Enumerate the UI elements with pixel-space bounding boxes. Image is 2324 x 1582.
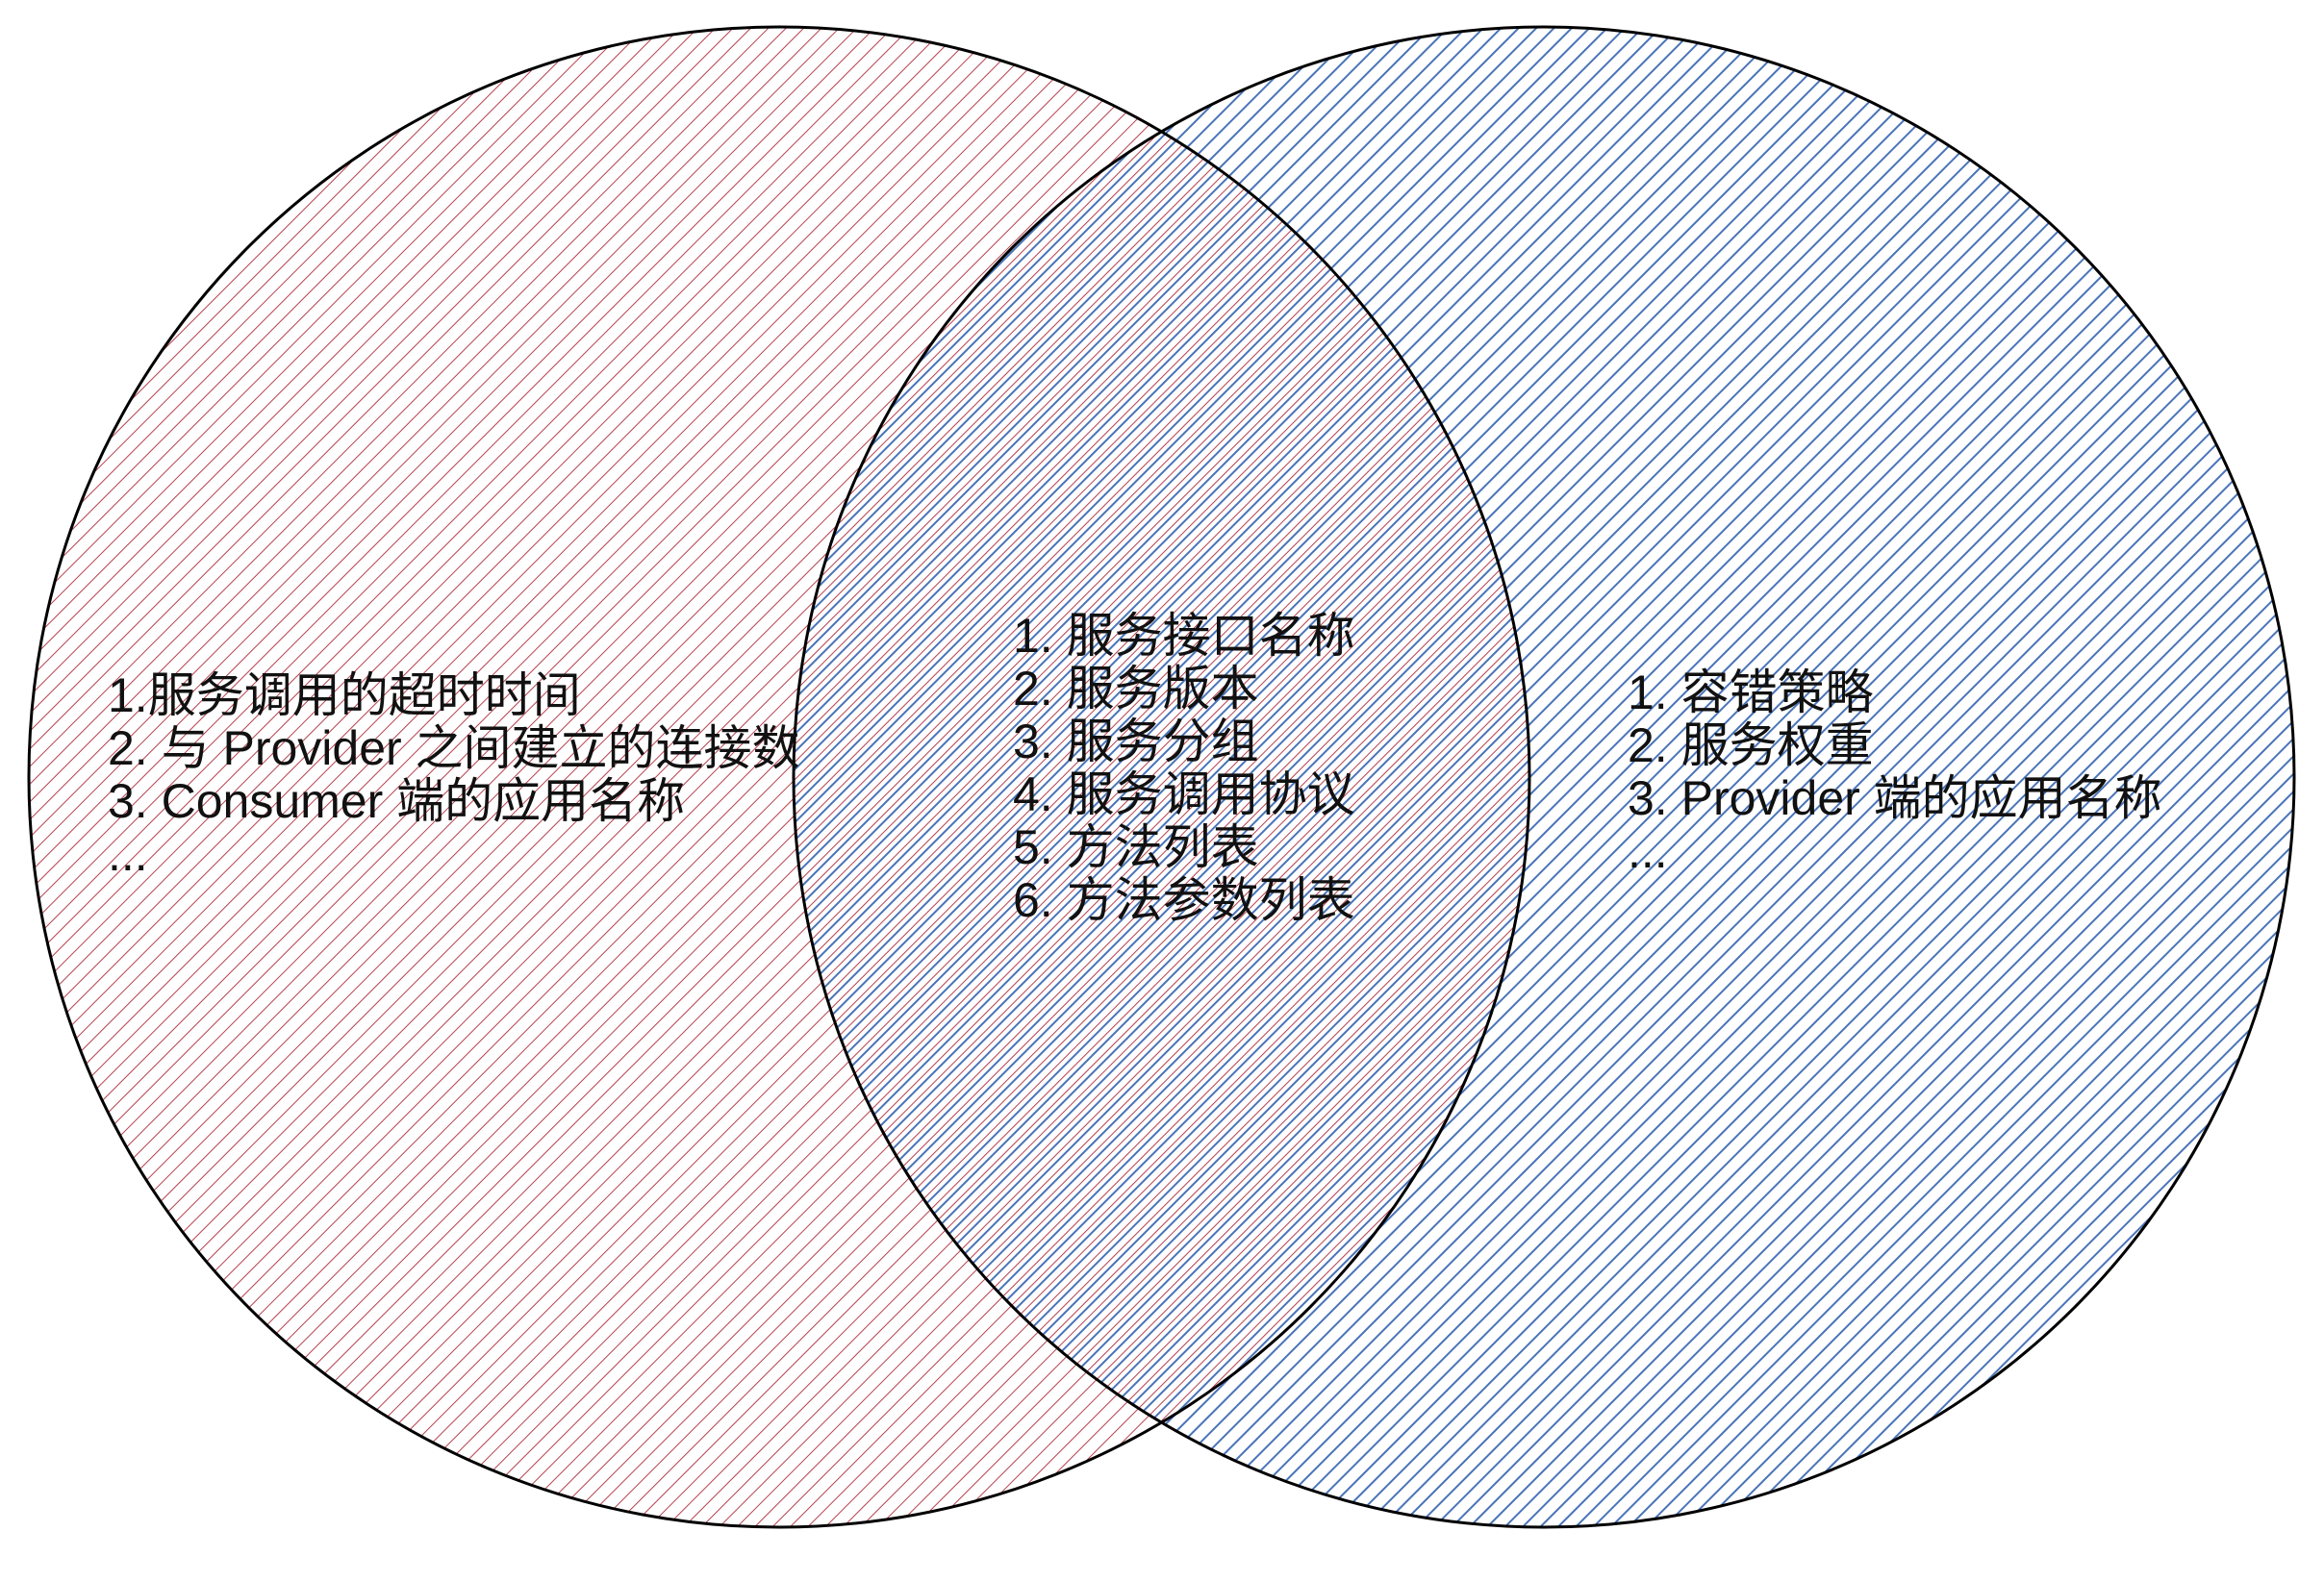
left-set-circle bbox=[27, 25, 1531, 1529]
right-set-item: ... bbox=[1628, 824, 1668, 878]
intersection-item: 6. 方法参数列表 bbox=[1013, 873, 1355, 927]
right-set-circle bbox=[792, 25, 2296, 1529]
intersection-item: 4. 服务调用协议 bbox=[1013, 767, 1355, 821]
right-set-hatch bbox=[794, 27, 2294, 1527]
right-set-item: 2. 服务权重 bbox=[1628, 718, 1874, 772]
right-set-item: 1. 容错策略 bbox=[1628, 665, 1874, 719]
left-set-item: 3. Consumer 端的应用名称 bbox=[108, 774, 686, 828]
left-set-item: ... bbox=[108, 827, 148, 881]
intersection-item: 2. 服务版本 bbox=[1013, 662, 1259, 716]
left-set-label: 1.服务调用的超时时间 2. 与 Provider 之间建立的连接数 3. Co… bbox=[108, 669, 800, 881]
intersection-item: 1. 服务接口名称 bbox=[1013, 609, 1355, 663]
left-set-item: 1.服务调用的超时时间 bbox=[108, 668, 581, 722]
left-set-item: 2. 与 Provider 之间建立的连接数 bbox=[108, 721, 800, 775]
intersection-item: 3. 服务分组 bbox=[1013, 715, 1259, 768]
right-set-label: 1. 容错策略 2. 服务权重 3. Provider 端的应用名称 ... bbox=[1628, 666, 2162, 878]
intersection-label: 1. 服务接口名称 2. 服务版本 3. 服务分组 4. 服务调用协议 5. 方… bbox=[1013, 610, 1355, 927]
intersection-item: 5. 方法列表 bbox=[1013, 820, 1259, 874]
right-set-item: 3. Provider 端的应用名称 bbox=[1628, 771, 2162, 825]
